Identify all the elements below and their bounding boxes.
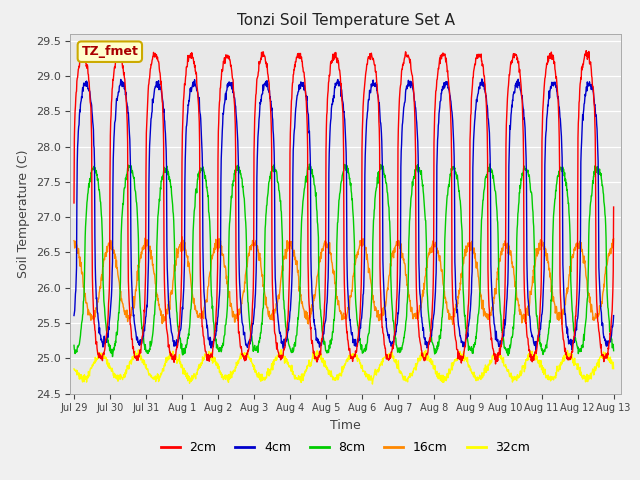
Legend: 2cm, 4cm, 8cm, 16cm, 32cm: 2cm, 4cm, 8cm, 16cm, 32cm [156,436,536,459]
Y-axis label: Soil Temperature (C): Soil Temperature (C) [17,149,30,278]
Title: Tonzi Soil Temperature Set A: Tonzi Soil Temperature Set A [237,13,454,28]
Text: TZ_fmet: TZ_fmet [81,45,138,58]
X-axis label: Time: Time [330,419,361,432]
